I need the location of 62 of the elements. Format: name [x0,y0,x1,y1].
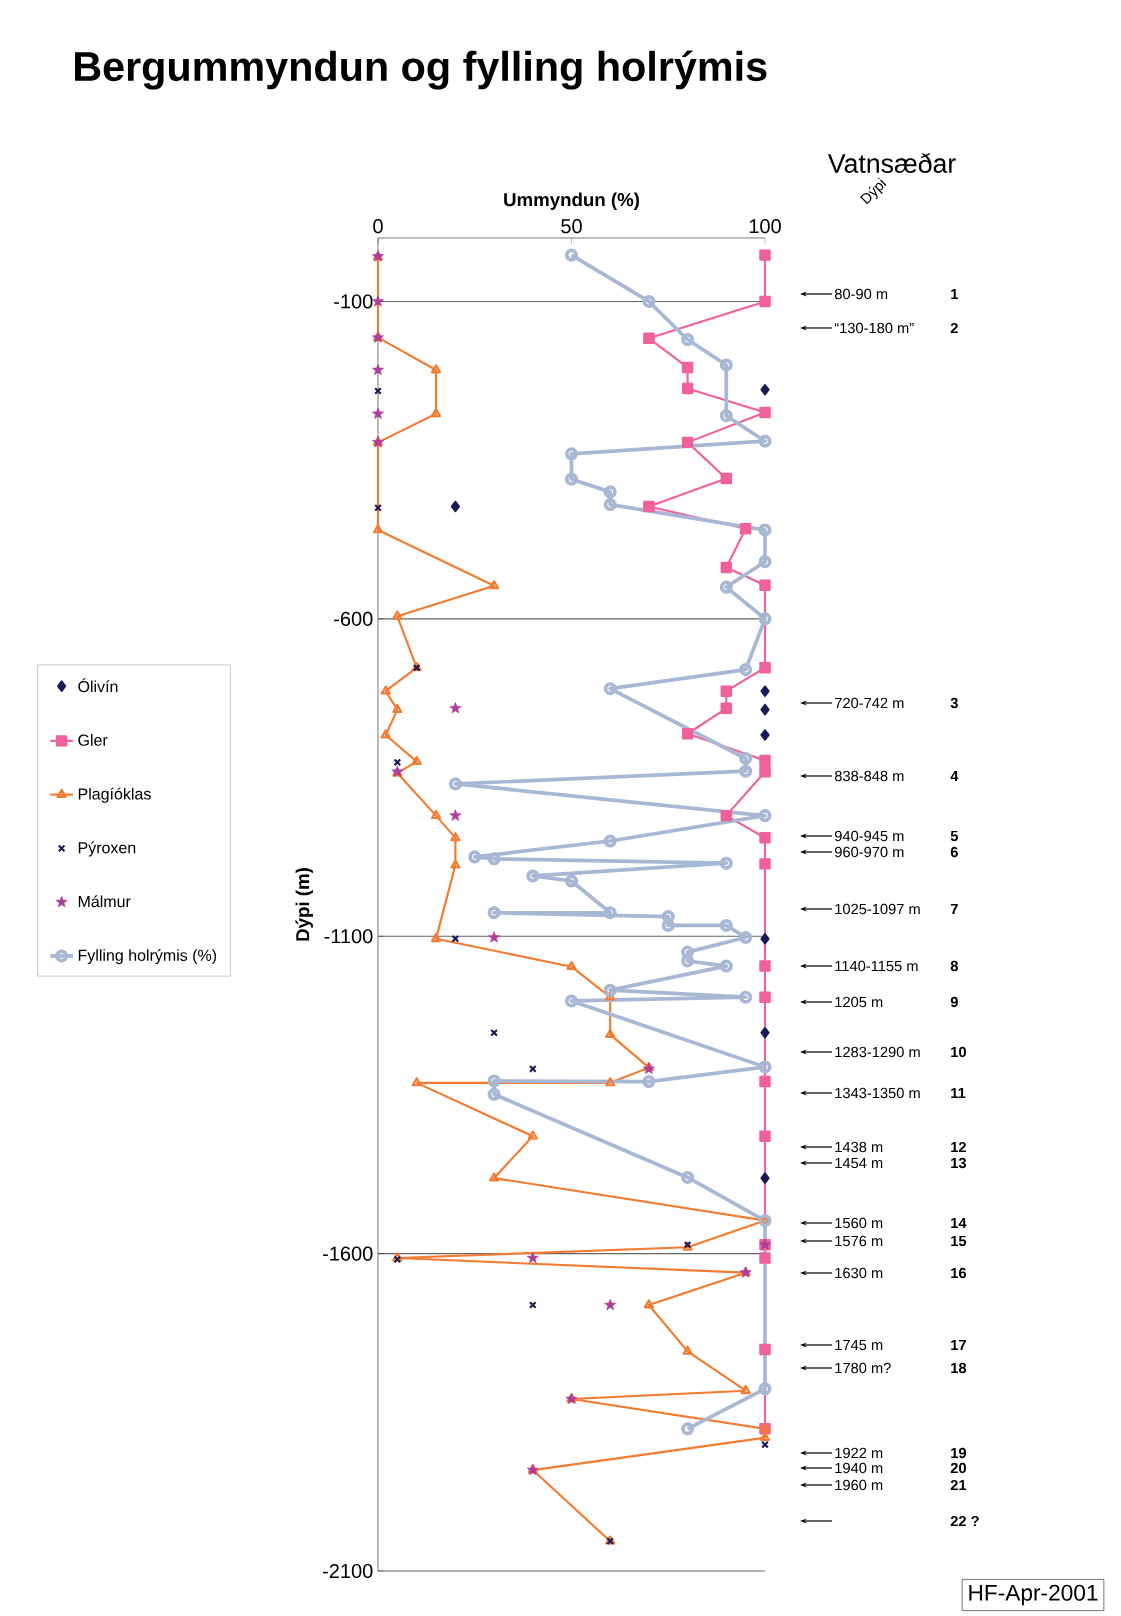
text: 6 [950,846,958,858]
text: 1140-1155 m [835,960,918,972]
y-tick-label: -100 [334,294,373,309]
y-tick-label: -600 [334,611,373,626]
text: 14 [951,1217,967,1229]
text: HF-Apr-2001 [969,1584,1098,1606]
x-axis-title: Ummyndun (%) [504,192,639,210]
text: 1630 m [835,1267,883,1279]
text: 1283-1290 m [835,1046,920,1058]
text: 1454 m [835,1157,883,1169]
text: 12 [951,1141,966,1153]
text: 1922 m [835,1447,883,1459]
text: 1025-1097 m [835,903,920,915]
text: 8 [950,960,958,972]
text: 1560 m [835,1217,883,1229]
text: 17 [951,1339,966,1351]
text: 1205 m [835,996,883,1008]
text: 9 [950,996,958,1008]
text: 960-970 m [834,846,904,858]
text: 2 [950,322,958,334]
text: 1940 m [835,1462,883,1474]
legend-label: Fylling holrýmis (%) [78,949,217,965]
legend-label: Gler [78,734,108,746]
legend-label: Pýroxen [78,841,136,857]
text: 7 [950,903,958,915]
text: 3 [950,697,958,709]
text: 838-848 m [834,770,904,782]
y-tick-label: -2100 [323,1563,373,1579]
x-tick-label: 50 [561,219,582,234]
text: 11 [951,1087,966,1099]
text: 1 [951,288,959,300]
text: “130-180 m” [834,322,914,334]
text: 19 [951,1447,967,1459]
text: 20 [950,1462,966,1474]
y-axis-title: Dýpi (m) [295,868,313,941]
text: 21 [950,1479,967,1491]
legend-label: Plagíóklas [78,787,151,803]
text: 940-945 m [834,830,904,842]
y-tick-label: -1600 [323,1246,373,1261]
text: 22 ? [950,1515,979,1527]
chart-title: Bergummyndun og fylling holrýmis [75,50,767,90]
text: Vatnsæðar [827,152,956,173]
text: 1343-1350 m [835,1087,920,1099]
text: 1960 m [835,1479,883,1491]
text: 15 [951,1235,967,1247]
legend-label: Málmur [78,895,131,908]
x-tick-label: 0 [373,219,383,234]
text: 1576 m [835,1235,883,1247]
y-tick-label: -1100 [324,929,373,944]
text: 720-742 m [835,697,904,709]
text: 1780 m? [835,1362,891,1374]
text: 5 [950,830,959,842]
text: 16 [951,1267,967,1279]
legend-label: Ólivín [78,678,118,693]
text: 13 [951,1157,967,1169]
text: 1745 m [835,1339,883,1351]
x-tick-label: 100 [749,219,781,234]
text: 4 [950,770,959,782]
text: 18 [951,1362,967,1374]
text: 10 [951,1046,966,1058]
text: 1438 m [835,1141,883,1153]
text: 80-90 m [834,288,888,300]
